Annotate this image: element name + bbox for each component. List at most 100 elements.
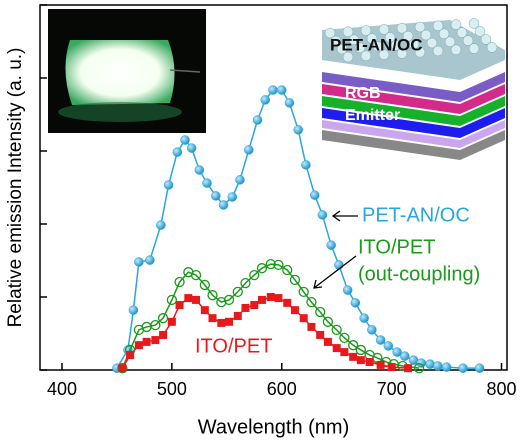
marker: [283, 298, 292, 307]
marker: [207, 290, 218, 301]
marker: [235, 175, 245, 185]
inset-bump: [354, 42, 366, 54]
arrow: [313, 255, 357, 289]
inset-bump: [360, 25, 372, 36]
marker: [159, 330, 168, 339]
marker: [383, 341, 394, 351]
marker: [433, 361, 443, 371]
x-tick-label: 400: [47, 379, 77, 399]
marker: [257, 295, 266, 304]
marker: [200, 306, 209, 315]
inset-bump: [480, 34, 492, 45]
marker: [334, 260, 344, 270]
marker: [340, 348, 349, 357]
marker: [274, 294, 283, 303]
inset-bump: [372, 41, 384, 52]
inset-bump: [402, 30, 414, 42]
inset-bump: [432, 20, 444, 32]
inset-bump: [396, 22, 408, 34]
marker: [416, 358, 427, 368]
marker: [265, 258, 276, 270]
inset-bump: [414, 46, 426, 58]
marker: [387, 363, 396, 372]
inset-photo: [48, 9, 206, 133]
marker: [216, 296, 227, 308]
inset-bump: [468, 43, 480, 54]
inset-bump: [462, 35, 474, 46]
marker: [400, 351, 410, 361]
inset-bump: [432, 45, 444, 57]
inset-bump: [324, 27, 336, 39]
plot-frame: [39, 4, 508, 371]
marker: [145, 255, 155, 265]
marker: [268, 85, 278, 95]
x-axis-label: Wavelength (nm): [198, 416, 350, 438]
marker: [249, 269, 260, 281]
marker: [180, 135, 190, 145]
marker: [266, 293, 275, 301]
marker: [322, 316, 334, 327]
y-axis-label: Relative emission Intensity (a. u.): [5, 48, 26, 328]
marker: [227, 192, 238, 202]
inset-bump: [444, 36, 456, 48]
inset-label: PET-AN/OC: [330, 35, 423, 54]
marker: [367, 325, 377, 335]
marker: [250, 301, 259, 310]
marker: [375, 335, 386, 345]
marker: [128, 305, 139, 315]
inset-bump: [366, 33, 378, 44]
marker: [317, 210, 328, 220]
annotation: ITO/PET: [195, 335, 272, 357]
marker: [355, 344, 367, 356]
marker: [186, 143, 197, 153]
marker: [273, 259, 284, 271]
marker: [218, 200, 229, 210]
marker: [315, 306, 326, 318]
marker: [339, 332, 350, 344]
marker: [260, 95, 271, 105]
marker: [289, 274, 301, 285]
marker: [349, 352, 358, 361]
inset-bump: [342, 51, 354, 63]
marker: [301, 160, 311, 170]
marker: [332, 344, 341, 353]
marker: [192, 295, 201, 304]
marker: [167, 317, 176, 326]
inset-bump: [342, 26, 354, 38]
marker: [126, 351, 135, 360]
inset-bump: [474, 26, 486, 37]
marker: [350, 298, 361, 308]
marker: [359, 313, 369, 323]
marker: [298, 286, 309, 298]
marker: [194, 165, 205, 175]
marker: [150, 319, 161, 331]
annotation: (out-coupling): [358, 263, 480, 285]
marker: [117, 363, 128, 374]
marker: [166, 294, 178, 306]
marker: [413, 363, 425, 374]
marker: [174, 276, 185, 288]
inset-bump: [378, 49, 390, 60]
marker: [404, 364, 413, 373]
marker: [184, 294, 193, 303]
marker: [118, 364, 127, 373]
marker: [307, 322, 316, 331]
marker: [208, 314, 217, 323]
marker: [256, 263, 268, 274]
inset-bump: [408, 38, 420, 50]
marker: [276, 85, 287, 95]
marker: [348, 340, 359, 351]
marker: [306, 296, 317, 308]
marker: [323, 337, 332, 346]
marker: [217, 318, 226, 327]
marker: [365, 357, 374, 366]
x-tick-label: 700: [377, 379, 407, 399]
marker: [290, 306, 299, 315]
marker: [233, 311, 242, 320]
marker: [157, 313, 169, 324]
inset-bump: [438, 28, 450, 40]
inset-bump: [378, 24, 390, 35]
inset-bump: [420, 29, 432, 41]
marker: [299, 314, 308, 323]
inset-bump: [486, 42, 498, 53]
